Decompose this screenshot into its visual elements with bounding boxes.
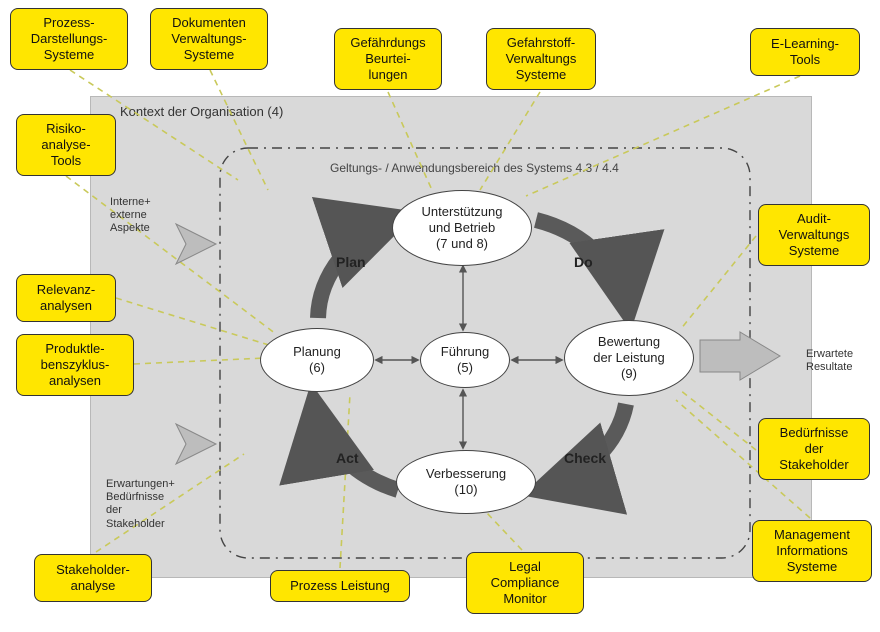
phase-do: Do: [574, 254, 593, 270]
tool-box-stakeholder: Stakeholder-analyse: [34, 554, 152, 602]
tool-box-mis: ManagementInformationsSysteme: [752, 520, 872, 582]
tool-box-produkt: Produktle-benszyklus-analysen: [16, 334, 134, 396]
tool-box-risiko: Risiko-analyse-Tools: [16, 114, 116, 176]
node-fuehrung: Führung(5): [420, 332, 510, 388]
phase-check: Check: [564, 450, 606, 466]
note-interne: Interne+externeAspekte: [110, 196, 151, 236]
note-erwartungen: Erwartungen+BedürfnissederStakeholder: [106, 478, 175, 531]
node-unterstuetzung: Unterstützungund Betrieb(7 und 8): [392, 190, 532, 266]
tool-box-legal: LegalComplianceMonitor: [466, 552, 584, 614]
tool-box-prozess: Prozess-Darstellungs-Systeme: [10, 8, 128, 70]
diagram-canvas: Kontext der Organisation (4) Geltungs- /…: [0, 0, 880, 632]
context-label: Kontext der Organisation (4): [120, 104, 283, 119]
tool-box-relevanz: Relevanz-analysen: [16, 274, 116, 322]
node-planung: Planung(6): [260, 328, 374, 392]
tool-box-audit: Audit-VerwaltungsSysteme: [758, 204, 870, 266]
tool-box-dokumenten: DokumentenVerwaltungs-Systeme: [150, 8, 268, 70]
tool-box-gefaehrdung: GefährdungsBeurtei-lungen: [334, 28, 442, 90]
tool-box-beduerfnisse: BedürfnissederStakeholder: [758, 418, 870, 480]
phase-act: Act: [336, 450, 359, 466]
node-bewertung: Bewertungder Leistung(9): [564, 320, 694, 396]
note-resultate: ErwarteteResultate: [806, 348, 853, 374]
tool-box-prozessleistung: Prozess Leistung: [270, 570, 410, 602]
phase-plan: Plan: [336, 254, 366, 270]
tool-box-gefahrstoff: Gefahrstoff-VerwaltungsSysteme: [486, 28, 596, 90]
node-verbesserung: Verbesserung(10): [396, 450, 536, 514]
tool-box-elearning: E-Learning-Tools: [750, 28, 860, 76]
